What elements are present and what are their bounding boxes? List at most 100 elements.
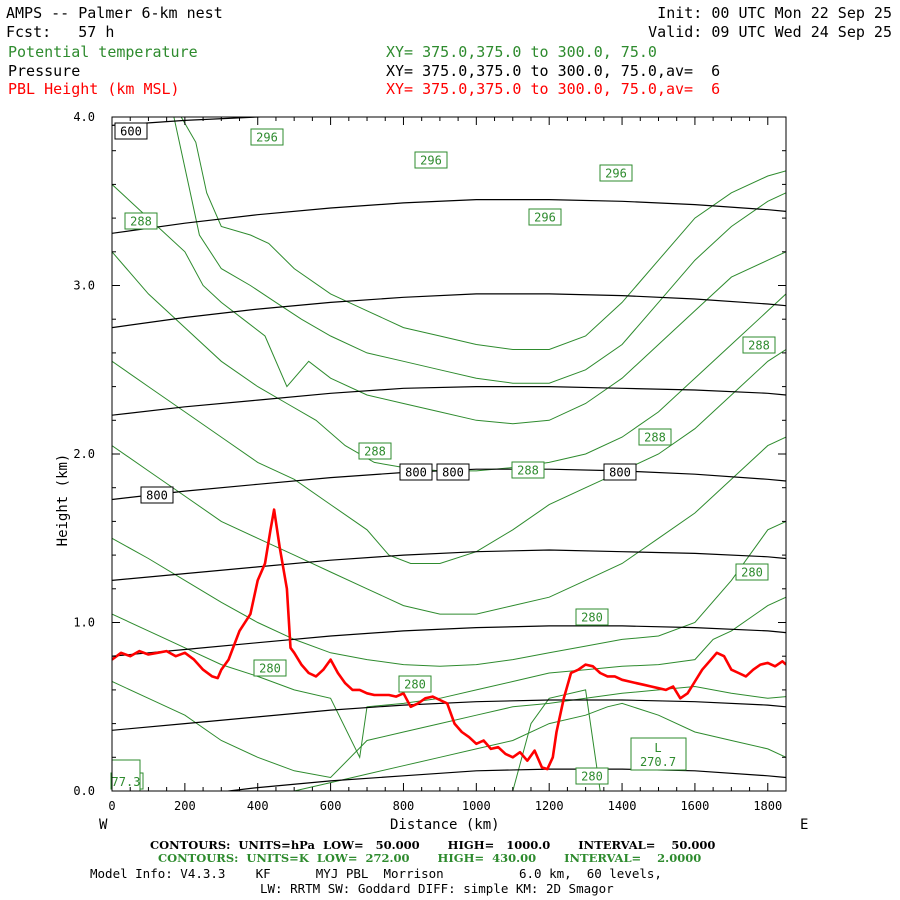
pressure-contour-line <box>112 699 786 731</box>
svg-text:296: 296 <box>420 154 442 168</box>
pressure-contour-line <box>112 549 786 581</box>
pressure-contour-label: 800 <box>436 463 470 481</box>
x-tick-label: 200 <box>174 799 196 813</box>
pressure-contour-label: 800 <box>603 463 637 481</box>
theta-contour-label: 77.3 <box>111 759 141 792</box>
y-axis-label: Height (km) <box>55 454 71 547</box>
theta-contour-label: 280 <box>398 675 432 693</box>
pressure-contour-line <box>223 768 786 791</box>
theta-contour-label: 288 <box>742 336 776 354</box>
pressure-contour-label: 600 <box>114 122 148 140</box>
theta-contour-label: 288 <box>511 461 545 479</box>
svg-text:288: 288 <box>130 215 152 229</box>
svg-text:77.3: 77.3 <box>112 775 141 789</box>
theta-contour-line <box>294 702 786 791</box>
theta-contour-label: 280 <box>575 767 609 785</box>
pressure-contours <box>112 117 786 791</box>
theta-contour-label: 296 <box>599 164 633 182</box>
svg-text:280: 280 <box>581 611 603 625</box>
x-tick-label: 1800 <box>753 799 782 813</box>
theta-contour-label: 280 <box>253 659 287 677</box>
theta-contour-line <box>112 436 786 615</box>
y-tick-label: 4.0 <box>73 110 95 124</box>
pressure-contour-line <box>112 117 271 126</box>
low-marker-letter: L <box>654 741 661 755</box>
x-tick-label: 800 <box>393 799 415 813</box>
x-axis-label: Distance (km) <box>390 817 500 833</box>
x-tick-label: 400 <box>247 799 269 813</box>
svg-text:800: 800 <box>442 466 464 480</box>
x-tick-label: 600 <box>320 799 342 813</box>
pressure-contour-line <box>112 199 786 234</box>
svg-text:280: 280 <box>259 662 281 676</box>
svg-text:288: 288 <box>517 464 539 478</box>
init-time: Init: 00 UTC Mon 22 Sep 25 <box>657 4 892 22</box>
x-tick-label: 1600 <box>680 799 709 813</box>
y-tick-label: 2.0 <box>73 447 95 461</box>
west-label: W <box>99 817 108 833</box>
pressure-contour-line <box>112 468 786 501</box>
svg-text:288: 288 <box>644 431 666 445</box>
svg-text:288: 288 <box>364 445 386 459</box>
svg-text:800: 800 <box>609 466 631 480</box>
axes: 0 200 400 600 800 1000 1200 1400 1600 1800 0.0 1.0 2… <box>73 110 787 813</box>
svg-text:296: 296 <box>256 131 278 145</box>
svg-text:280: 280 <box>741 566 763 580</box>
field3-name: PBL Height (km MSL) <box>8 80 180 98</box>
east-label: E <box>800 817 808 833</box>
x-tick-label: 1000 <box>462 799 491 813</box>
y-tick-label: 0.0 <box>73 784 95 798</box>
pressure-contour-label: 800 <box>399 463 433 481</box>
theta-contour-label: 296 <box>528 208 562 226</box>
svg-text:296: 296 <box>605 167 627 181</box>
pbl-series <box>112 508 786 771</box>
pressure-contour-line <box>112 625 786 657</box>
field1-name: Potential temperature <box>8 43 198 61</box>
low-marker-value: 270.7 <box>640 755 676 769</box>
physics-info: LW: RRTM SW: Goddard DIFF: simple KM: 2D… <box>260 881 614 896</box>
y-tick-label: 1.0 <box>73 616 95 630</box>
theta-contour-label: 280 <box>735 563 769 581</box>
svg-text:600: 600 <box>120 125 142 139</box>
svg-text:280: 280 <box>581 770 603 784</box>
svg-text:280: 280 <box>404 678 426 692</box>
svg-text:296: 296 <box>534 211 556 225</box>
field2-xy: XY= 375.0,375.0 to 300.0, 75.0,av= 6 <box>386 62 721 80</box>
field1-xy: XY= 375.0,375.0 to 300.0, 75.0 <box>386 43 657 61</box>
theta-contour-label: 288 <box>124 212 158 230</box>
svg-text:800: 800 <box>146 489 168 503</box>
theta-contour-line <box>112 596 786 759</box>
model-title: AMPS -- Palmer 6-km nest <box>6 4 223 22</box>
theta-contour-label: 288 <box>358 442 392 460</box>
theta-contour-label: 280 <box>575 608 609 626</box>
theta-contour-line <box>173 117 786 384</box>
theta-contour-line <box>512 689 601 791</box>
theta-contour-line <box>112 520 786 667</box>
theta-contour-label: 296 <box>414 151 448 169</box>
forecast-hour: Fcst: 57 h <box>6 23 115 41</box>
model-info: Model Info: V4.3.3 KF MYJ PBL Morrison 6… <box>90 866 662 881</box>
theta-contour-line <box>112 184 786 425</box>
theta-contour-line <box>180 117 786 350</box>
theta-contour-line <box>112 251 786 472</box>
x-tick-label: 1200 <box>535 799 564 813</box>
x-tick-label: 0 <box>108 799 115 813</box>
pressure-contour-line <box>112 386 786 416</box>
x-tick-label: 1400 <box>608 799 637 813</box>
plot-frame <box>111 116 787 792</box>
theta-contour-line <box>112 349 786 564</box>
field2-name: Pressure <box>8 62 81 80</box>
theta-contour-label: 296 <box>250 128 284 146</box>
pbl-height-line <box>112 508 786 771</box>
svg-text:800: 800 <box>405 466 427 480</box>
field3-xy: XY= 375.0,375.0 to 300.0, 75.0,av= 6 <box>386 80 721 98</box>
valid-time: Valid: 09 UTC Wed 24 Sep 25 <box>648 23 892 41</box>
theta-contour-label: 288 <box>638 428 672 446</box>
theta-contour-line <box>112 681 786 779</box>
theta-contour-info: CONTOURS: UNITS=K LOW= 272.00 HIGH= 430.… <box>158 851 702 865</box>
theta-contours <box>112 117 786 791</box>
svg-text:288: 288 <box>748 339 770 353</box>
pressure-contour-info: CONTOURS: UNITS=hPa LOW= 50.000 HIGH= 10… <box>150 838 716 852</box>
